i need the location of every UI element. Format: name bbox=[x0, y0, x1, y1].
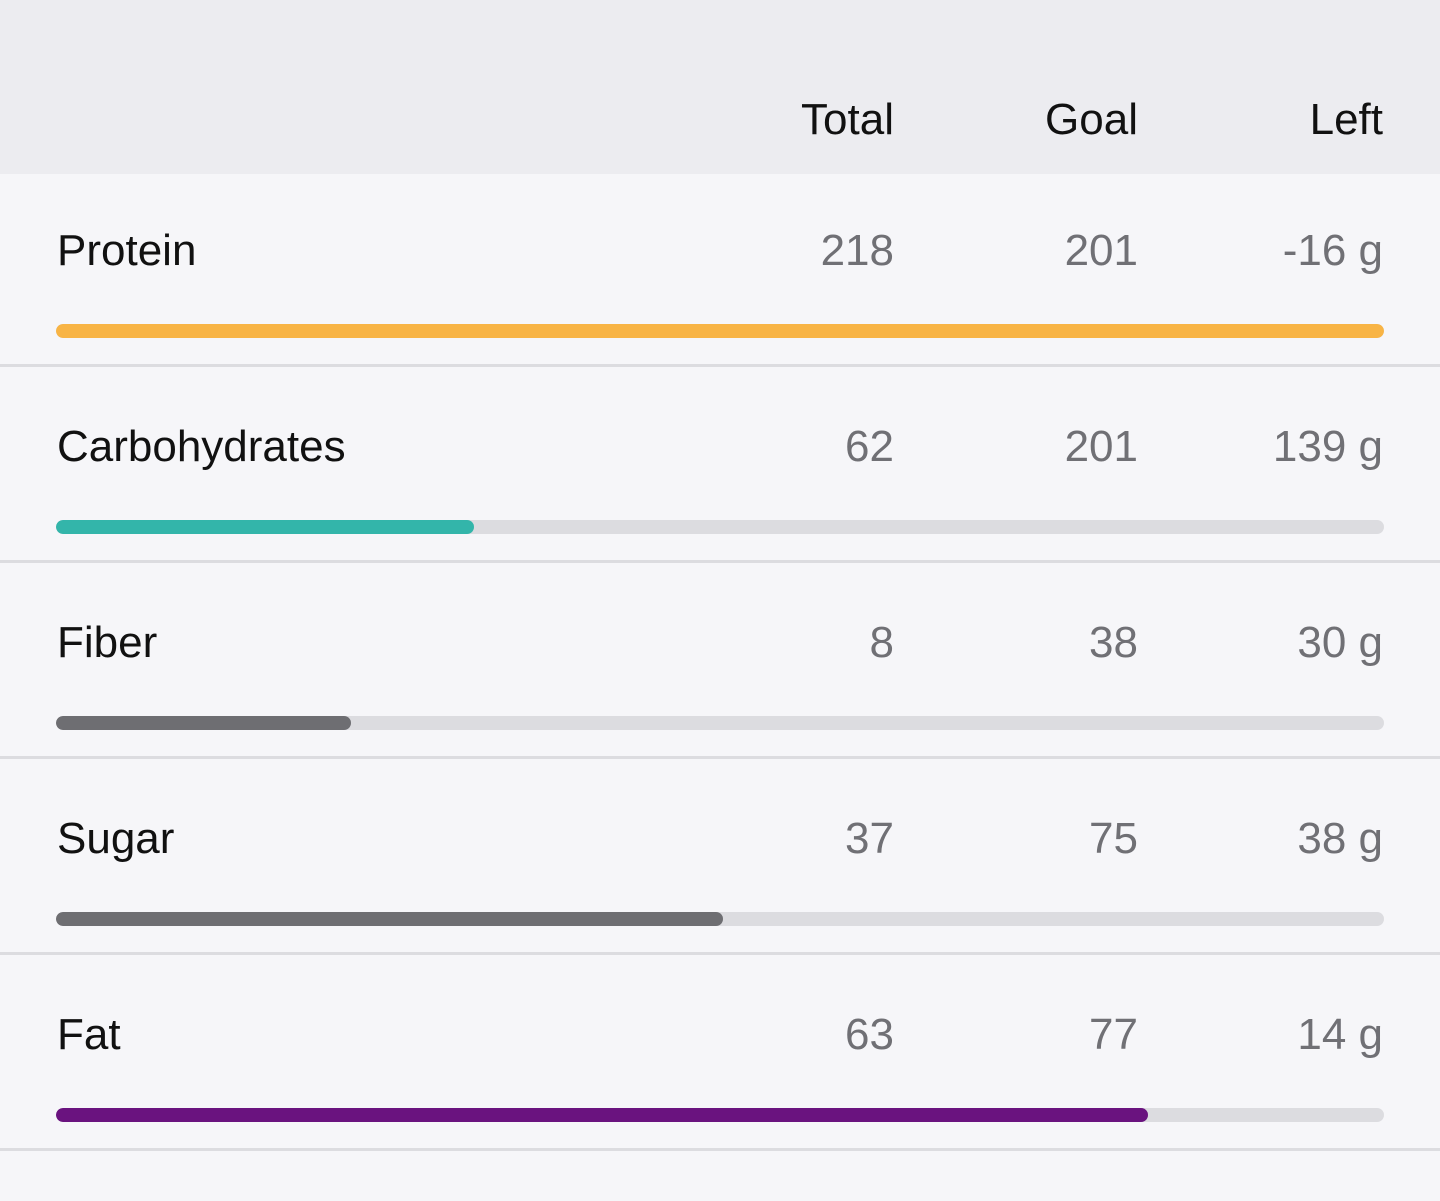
column-header-goal: Goal bbox=[1045, 95, 1138, 144]
nutrient-name: Carbohydrates bbox=[57, 422, 346, 471]
nutrient-total: 218 bbox=[820, 226, 894, 275]
progress-bar-fill bbox=[56, 716, 351, 730]
progress-bar-track bbox=[56, 912, 1384, 926]
nutrient-goal: 201 bbox=[1064, 422, 1138, 471]
nutrient-row-protein[interactable]: Protein 218 201 -16 g bbox=[0, 174, 1440, 367]
nutrient-name: Fat bbox=[57, 1010, 121, 1059]
progress-bar-track bbox=[56, 520, 1384, 534]
row-divider bbox=[0, 364, 1440, 367]
progress-bar-track bbox=[56, 716, 1384, 730]
progress-bar-fill bbox=[56, 1108, 1148, 1122]
nutrient-row-sugar[interactable]: Sugar 37 75 38 g bbox=[0, 762, 1440, 955]
nutrient-total: 37 bbox=[845, 814, 894, 863]
progress-bar-fill bbox=[56, 912, 723, 926]
nutrient-left: 139 g bbox=[1272, 422, 1383, 471]
nutrient-total: 8 bbox=[869, 618, 894, 667]
nutrient-goal: 201 bbox=[1064, 226, 1138, 275]
nutrient-left: 14 g bbox=[1297, 1010, 1383, 1059]
progress-bar-fill bbox=[56, 324, 1384, 338]
column-header-total: Total bbox=[801, 95, 894, 144]
row-divider bbox=[0, 560, 1440, 563]
column-header-left: Left bbox=[1309, 95, 1383, 144]
row-divider bbox=[0, 756, 1440, 759]
nutrient-left: -16 g bbox=[1282, 226, 1383, 275]
nutrient-goal: 75 bbox=[1089, 814, 1138, 863]
progress-bar-fill bbox=[56, 520, 475, 534]
nutrient-row-fiber[interactable]: Fiber 8 38 30 g bbox=[0, 566, 1440, 759]
progress-bar-track bbox=[56, 324, 1384, 338]
nutrient-left: 30 g bbox=[1297, 618, 1383, 667]
nutrient-row-fat[interactable]: Fat 63 77 14 g bbox=[0, 958, 1440, 1151]
nutrient-total: 63 bbox=[845, 1010, 894, 1059]
nutrient-row-carbohydrates[interactable]: Carbohydrates 62 201 139 g bbox=[0, 370, 1440, 563]
nutrient-left: 38 g bbox=[1297, 814, 1383, 863]
nutrient-name: Protein bbox=[57, 226, 197, 275]
nutrient-name: Fiber bbox=[57, 618, 158, 667]
table-header: Total Goal Left bbox=[0, 0, 1440, 174]
nutrient-total: 62 bbox=[845, 422, 894, 471]
nutrient-goal: 38 bbox=[1089, 618, 1138, 667]
progress-bar-track bbox=[56, 1108, 1384, 1122]
row-divider bbox=[0, 952, 1440, 955]
nutrient-goal: 77 bbox=[1089, 1010, 1138, 1059]
row-divider bbox=[0, 1148, 1440, 1151]
nutrient-name: Sugar bbox=[57, 814, 175, 863]
